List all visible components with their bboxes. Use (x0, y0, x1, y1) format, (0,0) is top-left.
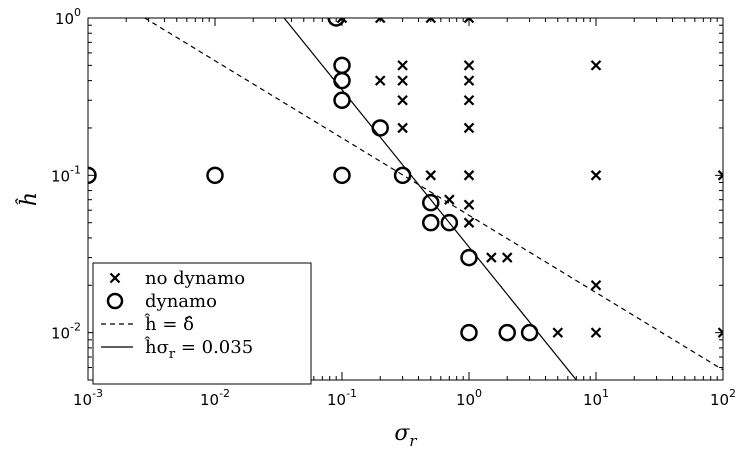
dynamo-point (460, 323, 478, 342)
y-tick-label: 100 (55, 6, 81, 28)
no-dynamo-point (552, 327, 564, 338)
series-layer (88, 18, 723, 380)
x-tick-label: 102 (710, 387, 736, 409)
x-axis-label: σr (394, 421, 417, 450)
dynamo-point (440, 213, 459, 232)
no-dynamo-point (463, 217, 475, 228)
no-dynamo-point (590, 170, 602, 181)
no-dynamo-point (486, 252, 497, 263)
y-tick-label: 10-2 (51, 321, 81, 343)
no-dynamo-point (463, 122, 475, 134)
no-dynamo-point (463, 94, 475, 106)
legend-label: dynamo (145, 291, 217, 312)
no-dynamo-point (397, 122, 408, 134)
x-tick-label: 10-1 (327, 387, 357, 409)
legend-x-marker (109, 272, 121, 284)
no-dynamo-point (463, 75, 475, 86)
x-tick-label: 10-2 (200, 387, 230, 409)
y-tick-label: 10-1 (51, 163, 81, 185)
dynamo-point (333, 71, 351, 90)
no-dynamo-point (425, 170, 437, 181)
dashed-reference-line (144, 18, 723, 371)
dynamo-point (333, 166, 351, 185)
dynamo-point (460, 248, 478, 267)
labels-layer: 10-3 10-2 10-1 100 101 102 10-2 10-1 100 σr ĥ (15, 6, 736, 450)
dynamo-point (422, 193, 440, 212)
solid-fit-line (283, 18, 577, 380)
dynamo-point (206, 166, 224, 185)
legend-label: ĥσr = 0.035 (144, 335, 253, 362)
no-dynamo-point (444, 194, 455, 205)
legend-label: no dynamo (145, 268, 245, 289)
dynamo-point (393, 166, 412, 185)
no-dynamo-point (425, 18, 437, 24)
x-tick-label: 10-3 (73, 387, 103, 409)
legend-label: ĥ = δ̂ (144, 312, 194, 335)
no-dynamo-point (397, 94, 408, 106)
no-dynamo-point (397, 75, 408, 86)
no-dynamo-point (463, 170, 475, 181)
y-axis-label: ĥ (15, 192, 42, 206)
no-dynamo-point (463, 60, 475, 71)
no-dynamo-point (374, 18, 386, 24)
dynamo-point (371, 119, 389, 137)
no-dynamo-point (501, 252, 513, 263)
no-dynamo-point (590, 280, 602, 291)
no-dynamo-point (590, 60, 602, 71)
dynamo-point (333, 91, 351, 110)
no-dynamo-point (336, 18, 348, 24)
no-dynamo-point (463, 199, 475, 211)
dynamo-point (520, 323, 539, 342)
legend-circle-marker (106, 292, 124, 310)
x-tick-label: 100 (456, 387, 482, 409)
no-dynamo-point (374, 75, 386, 86)
no-dynamo-point (717, 327, 723, 338)
x-tick-label: 101 (583, 387, 609, 409)
no-dynamo-point (463, 18, 475, 24)
no-dynamo-point (590, 327, 602, 338)
dynamo-point (327, 18, 345, 27)
no-dynamo-point (397, 60, 408, 71)
axes-box (87, 17, 724, 381)
dynamo-point (498, 323, 516, 342)
dynamo-point (333, 56, 351, 75)
dynamo-point (422, 213, 440, 232)
no-dynamo-point (717, 170, 723, 181)
